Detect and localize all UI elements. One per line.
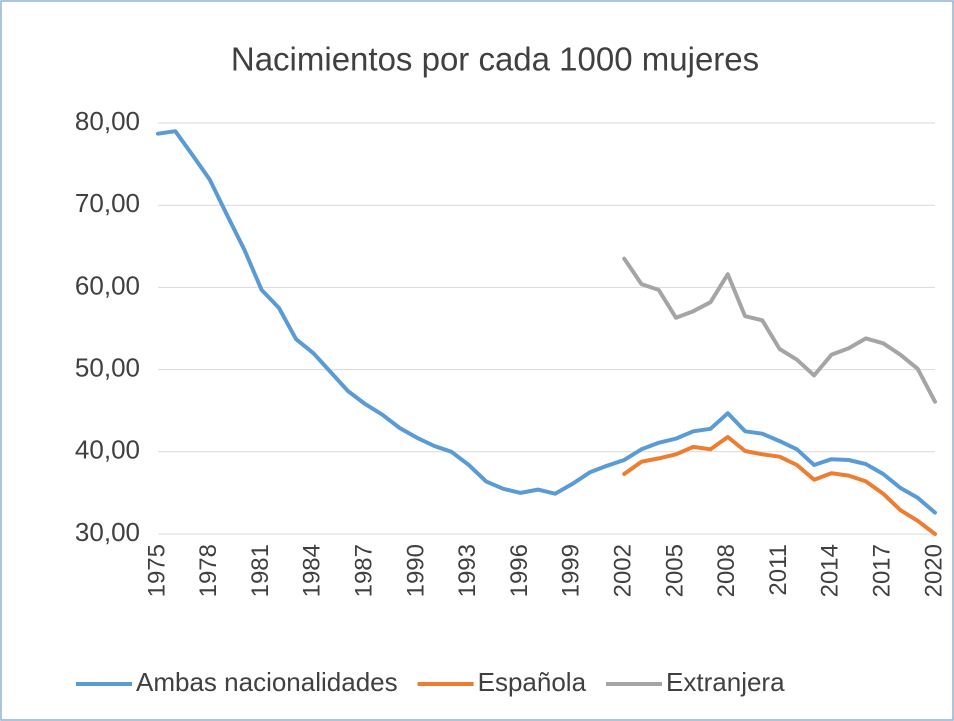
- legend-label: Española: [478, 667, 587, 697]
- series-line: [622, 435, 937, 536]
- x-tick-label: 2005: [661, 544, 688, 597]
- y-tick-label: 50,00: [75, 352, 140, 382]
- chart-title: Nacimientos por cada 1000 mujeres: [231, 41, 759, 78]
- x-tick-label: 2017: [869, 544, 896, 597]
- x-tick-label: 2008: [713, 544, 740, 597]
- x-tick-label: 2002: [610, 544, 637, 597]
- legend-label: Ambas nacionalidades: [136, 667, 398, 697]
- y-tick-label: 60,00: [75, 270, 140, 300]
- legend-label: Extranjera: [666, 667, 785, 697]
- x-tick-label: 1996: [506, 544, 533, 597]
- x-tick-label: 1993: [454, 544, 481, 597]
- y-tick-label: 80,00: [75, 106, 140, 136]
- y-tick-label: 70,00: [75, 188, 140, 218]
- x-tick-label: 1975: [143, 544, 170, 597]
- x-tick-label: 2011: [765, 544, 792, 596]
- x-tick-label: 1981: [247, 544, 274, 597]
- x-tick-label: 1987: [351, 544, 378, 597]
- x-tick-label: 2014: [817, 544, 844, 597]
- y-tick-label: 30,00: [75, 517, 140, 547]
- x-tick-label: 1990: [402, 544, 429, 597]
- series-line: [622, 256, 937, 404]
- y-tick-label: 40,00: [75, 435, 140, 465]
- series-line: [156, 129, 937, 515]
- x-tick-label: 1978: [195, 544, 222, 597]
- x-tick-label: 1984: [299, 544, 326, 597]
- x-tick-label: 1999: [558, 544, 585, 597]
- x-tick-label: 2020: [920, 544, 947, 597]
